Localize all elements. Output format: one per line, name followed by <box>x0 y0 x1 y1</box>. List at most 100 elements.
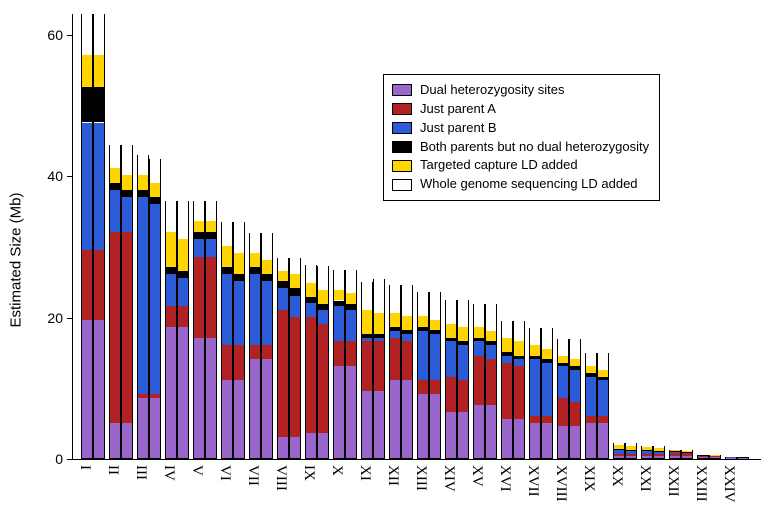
x-tick-label: XXI <box>636 465 653 492</box>
bar-segment-wgs <box>698 454 708 455</box>
bar <box>585 353 597 459</box>
bar-segment-targeted <box>206 221 216 232</box>
bar-segment-justB <box>614 450 624 454</box>
bar-segment-targeted <box>542 349 552 360</box>
x-tick-label: XVI <box>496 465 513 492</box>
bar-segment-dual <box>530 423 540 458</box>
legend-row: Targeted capture LD added <box>392 156 649 175</box>
bar-segment-targeted <box>166 232 176 267</box>
bar-segment-justB <box>150 204 160 395</box>
bar-segment-dual <box>710 457 720 458</box>
bar-segment-justB <box>234 281 244 345</box>
bar-segment-dual <box>278 437 288 458</box>
bar-segment-justA <box>290 317 300 437</box>
bar-segment-targeted <box>150 183 160 197</box>
bar-segment-justB <box>626 450 636 454</box>
bar-segment-wgs <box>82 13 92 55</box>
x-tick-label: XIV <box>440 465 457 492</box>
bar-segment-targeted <box>194 221 204 232</box>
bar <box>373 279 385 459</box>
bar-segment-both_no_dual <box>166 267 176 274</box>
bar-segment-justA <box>166 306 176 327</box>
y-tick-label: 60 <box>47 27 73 43</box>
bar-segment-justB <box>206 239 216 257</box>
bar-segment-dual <box>402 380 412 458</box>
bar-segment-dual <box>110 423 120 458</box>
bar-segment-dual <box>318 433 328 458</box>
legend-label: Both parents but no dual heterozygosity <box>420 138 649 157</box>
bar-segment-justA <box>222 345 232 380</box>
bar-segment-wgs <box>474 303 484 328</box>
bar <box>109 145 121 459</box>
bar-segment-justB <box>306 303 316 317</box>
y-tick-label: 0 <box>55 451 73 467</box>
bar-segment-dual <box>474 405 484 458</box>
bar <box>177 201 189 459</box>
bar <box>625 443 637 459</box>
legend-row: Both parents but no dual heterozygosity <box>392 138 649 157</box>
y-tick-label: 40 <box>47 168 73 184</box>
bar <box>333 270 345 459</box>
bar-segment-both_no_dual <box>614 449 624 450</box>
bar-segment-justB <box>542 363 552 416</box>
bar-segment-targeted <box>598 370 608 377</box>
x-tick-label: VII <box>244 465 261 486</box>
bar-segment-justA <box>710 456 720 458</box>
bar <box>569 339 581 459</box>
bar-segment-wgs <box>150 158 160 183</box>
bar-segment-justA <box>698 455 708 457</box>
bar-segment-dual <box>290 437 300 458</box>
bar-segment-both_no_dual <box>362 334 372 338</box>
bar <box>597 353 609 459</box>
bar-segment-justA <box>390 338 400 380</box>
bar-segment-justA <box>446 377 456 412</box>
legend-label: Whole genome sequencing LD added <box>420 175 638 194</box>
bar <box>653 446 665 459</box>
bar-segment-wgs <box>670 449 680 450</box>
bar-segment-justB <box>486 345 496 359</box>
legend-swatch <box>392 179 412 191</box>
bar-segment-both_no_dual <box>418 327 428 331</box>
x-tick-label: XXIV <box>720 465 737 503</box>
bar-segment-justB <box>738 457 748 458</box>
bar <box>485 304 497 459</box>
bar-segment-both_no_dual <box>446 338 456 342</box>
bar-segment-justB <box>418 331 428 380</box>
bar-segment-wgs <box>446 299 456 324</box>
bar-segment-justA <box>418 380 428 394</box>
bar <box>529 328 541 459</box>
x-tick-label: XI <box>356 465 373 481</box>
bar-segment-both_no_dual <box>598 377 608 381</box>
bar-segment-both_no_dual <box>486 341 496 345</box>
bar-segment-targeted <box>178 239 188 271</box>
bar-segment-wgs <box>346 269 356 294</box>
bar-segment-dual <box>642 456 652 458</box>
bar-segment-justB <box>334 306 344 341</box>
bar-segment-justA <box>514 366 524 419</box>
bar-segment-wgs <box>570 338 580 359</box>
bar <box>233 222 245 459</box>
bar-segment-targeted <box>654 448 664 451</box>
bar-segment-dual <box>670 456 680 458</box>
legend-swatch <box>392 122 412 134</box>
bar-segment-wgs <box>234 221 244 253</box>
bar-segment-dual <box>598 423 608 458</box>
bar-segment-justB <box>82 123 92 250</box>
x-tick-label: XXII <box>664 465 681 497</box>
bar-segment-both_no_dual <box>530 356 540 360</box>
legend-label: Targeted capture LD added <box>420 156 578 175</box>
bar-segment-targeted <box>346 293 356 304</box>
bar <box>389 285 401 459</box>
bar <box>361 282 373 459</box>
bar-segment-both_no_dual <box>250 267 260 274</box>
chart-container: Estimated Size (Mb) 0204060 IIIIIIIVVVIV… <box>0 0 777 519</box>
bar-segment-both_no_dual <box>194 232 204 239</box>
bar-segment-both_no_dual <box>278 281 288 288</box>
x-tick-label: XVIII <box>552 465 569 502</box>
bar-segment-targeted <box>558 356 568 363</box>
bar-segment-wgs <box>542 327 552 348</box>
bar-segment-wgs <box>374 278 384 313</box>
bar <box>641 446 653 459</box>
bar <box>93 14 105 459</box>
bar <box>401 285 413 459</box>
